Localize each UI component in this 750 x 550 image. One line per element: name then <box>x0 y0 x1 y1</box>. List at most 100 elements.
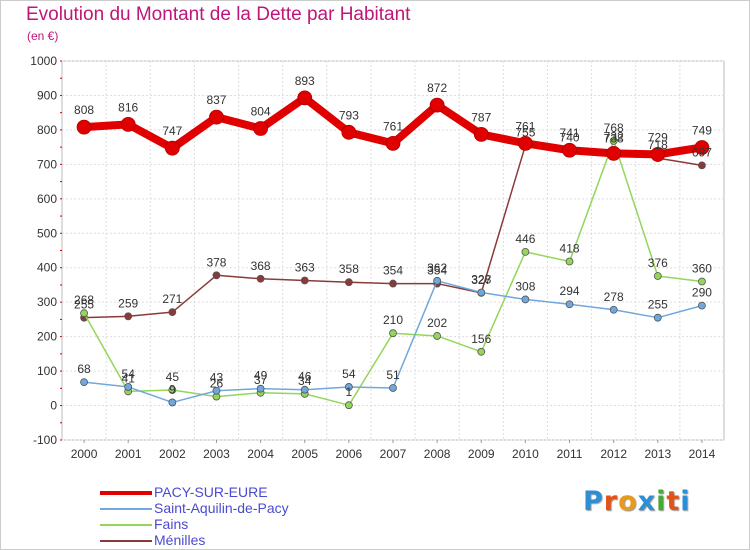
data-label-2: 360 <box>692 262 712 276</box>
chart-unit-label: (en €) <box>27 29 59 43</box>
x-tick-label: 2014 <box>689 447 716 461</box>
logo-letter: t <box>666 486 681 517</box>
legend-item-menilles: Ménilles <box>100 532 420 548</box>
logo-letter: i <box>656 486 667 517</box>
x-tick-label: 2007 <box>380 447 407 461</box>
data-label-1: 294 <box>560 284 580 298</box>
series-point-3 <box>212 271 221 280</box>
data-label-1: 51 <box>386 368 400 382</box>
series-point-2 <box>653 272 662 280</box>
series-point-1 <box>168 398 177 407</box>
data-label-2: 45 <box>166 370 180 384</box>
data-label-1: 362 <box>427 261 447 275</box>
x-tick-label: 2006 <box>336 447 363 461</box>
data-label-2: 156 <box>471 332 491 346</box>
legend-swatch-bar-menilles <box>100 540 152 542</box>
data-label-1: 68 <box>77 362 91 376</box>
data-label-3: 363 <box>295 260 315 274</box>
plot-area <box>61 60 725 441</box>
chart-title: Evolution du Montant de la Dette par Hab… <box>26 4 411 25</box>
series-point-0 <box>297 90 313 106</box>
data-label-0: 747 <box>162 124 182 138</box>
x-tick-label: 2003 <box>203 447 230 461</box>
y-tick-label: -100 <box>33 433 57 447</box>
data-label-1: 9 <box>169 382 176 396</box>
series-point-1 <box>433 276 442 285</box>
series-point-2 <box>433 332 442 340</box>
series-point-0 <box>429 97 445 113</box>
data-label-3: 354 <box>383 264 403 278</box>
series-point-3 <box>344 278 353 287</box>
data-label-1: 255 <box>648 298 668 312</box>
logo-letter: o <box>618 486 638 517</box>
y-tick-label: 700 <box>37 157 57 171</box>
data-label-2: 768 <box>604 121 624 135</box>
data-label-3: 271 <box>162 292 182 306</box>
series-point-2 <box>698 277 706 286</box>
legend-item-fains: Fains <box>100 516 420 532</box>
series-point-0 <box>76 119 92 135</box>
series-point-2 <box>168 386 177 394</box>
data-label-0: 893 <box>295 74 315 88</box>
data-label-2: 446 <box>515 232 535 246</box>
legend-swatch-fains <box>100 524 152 526</box>
x-tick-label: 2002 <box>159 447 186 461</box>
series-point-3 <box>168 308 177 317</box>
legend-swatch-pacy <box>100 491 152 495</box>
data-label-3: 259 <box>118 296 138 310</box>
series-point-0 <box>694 140 710 155</box>
data-label-0: 732 <box>604 129 624 143</box>
series-point-3 <box>698 161 706 170</box>
series-point-1 <box>521 295 530 304</box>
y-tick-label: 900 <box>37 88 57 102</box>
logo-letter: x <box>637 486 657 517</box>
y-tick-label: 200 <box>37 330 57 344</box>
logo-letter: r <box>603 486 619 517</box>
series-point-2 <box>477 347 486 356</box>
series-point-0 <box>562 142 577 158</box>
series-point-0 <box>164 140 180 156</box>
x-tick-label: 2011 <box>557 447 583 461</box>
series-point-1 <box>80 378 88 387</box>
legend-item-pacy: PACY-SUR-EURE <box>100 484 420 500</box>
series-point-2 <box>565 257 574 266</box>
series-point-0 <box>209 109 224 125</box>
proxiti-logo: Proxiti <box>583 486 691 517</box>
data-label-3: 755 <box>515 125 535 139</box>
legend-swatch-bar-fains <box>100 524 152 526</box>
y-tick-label: 100 <box>37 364 57 378</box>
data-label-1: 49 <box>254 369 268 383</box>
data-label-0: 729 <box>648 130 668 144</box>
series-point-0 <box>606 145 622 161</box>
data-label-2: 202 <box>427 316 447 330</box>
series-point-3 <box>389 279 397 288</box>
data-label-1: 43 <box>210 371 224 385</box>
series-point-3 <box>300 276 309 285</box>
x-tick-label: 2005 <box>291 447 318 461</box>
data-label-0: 761 <box>383 119 403 133</box>
x-tick-label: 2010 <box>512 447 539 461</box>
y-tick-label: 800 <box>37 123 57 137</box>
data-label-0: 816 <box>118 100 138 114</box>
series-point-0 <box>253 121 269 136</box>
legend-swatch-menilles <box>100 540 152 542</box>
series-point-1 <box>698 301 706 310</box>
series-point-1 <box>256 384 265 393</box>
series-point-1 <box>344 383 353 391</box>
data-label-1: 290 <box>692 286 712 300</box>
x-tick-label: 2001 <box>115 447 142 461</box>
legend-label-menilles: Ménilles <box>154 532 206 548</box>
data-label-2: 34 <box>298 374 312 388</box>
legend-swatch-saint-aquilin <box>100 508 152 510</box>
series-point-1 <box>565 300 574 309</box>
x-tick-label: 2012 <box>600 447 627 461</box>
data-label-1: 278 <box>604 290 624 304</box>
data-label-3: 255 <box>74 298 94 312</box>
y-tick-label: 300 <box>37 295 57 309</box>
legend-label-pacy: PACY-SUR-EURE <box>154 484 268 500</box>
data-label-0: 804 <box>251 105 271 119</box>
data-label-0: 793 <box>339 108 359 122</box>
x-tick-label: 2004 <box>247 447 274 461</box>
series-point-2 <box>80 309 88 318</box>
data-label-0: 837 <box>206 93 226 107</box>
